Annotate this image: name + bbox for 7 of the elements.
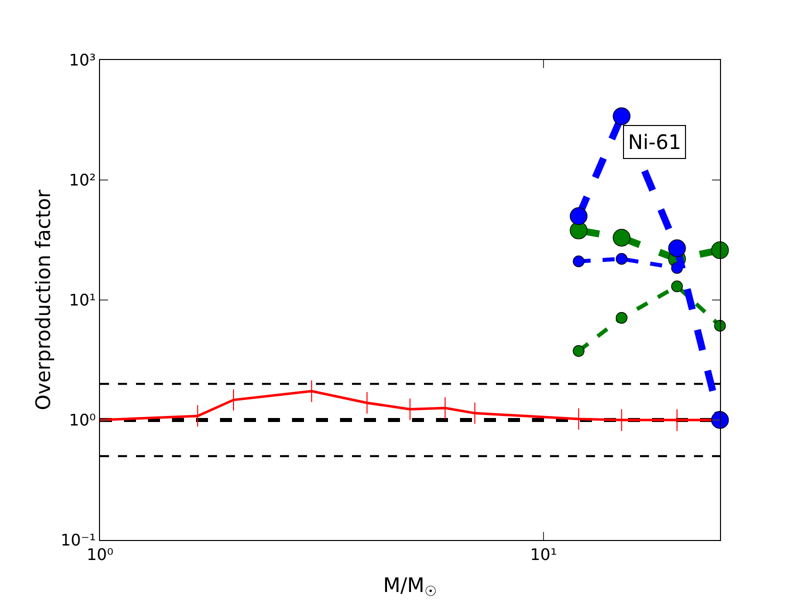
y-tick-label: 10³ [69, 50, 96, 70]
annotation: Ni-61 [628, 130, 682, 154]
y-tick-label: 10¹ [69, 290, 96, 310]
y-tick-label: 10⁰ [69, 410, 96, 430]
y-axis-title: Overproduction factor [31, 189, 55, 410]
y-tick-label: 10² [69, 170, 96, 190]
x-axis-title: M/M$_{☉}$ [383, 572, 437, 600]
